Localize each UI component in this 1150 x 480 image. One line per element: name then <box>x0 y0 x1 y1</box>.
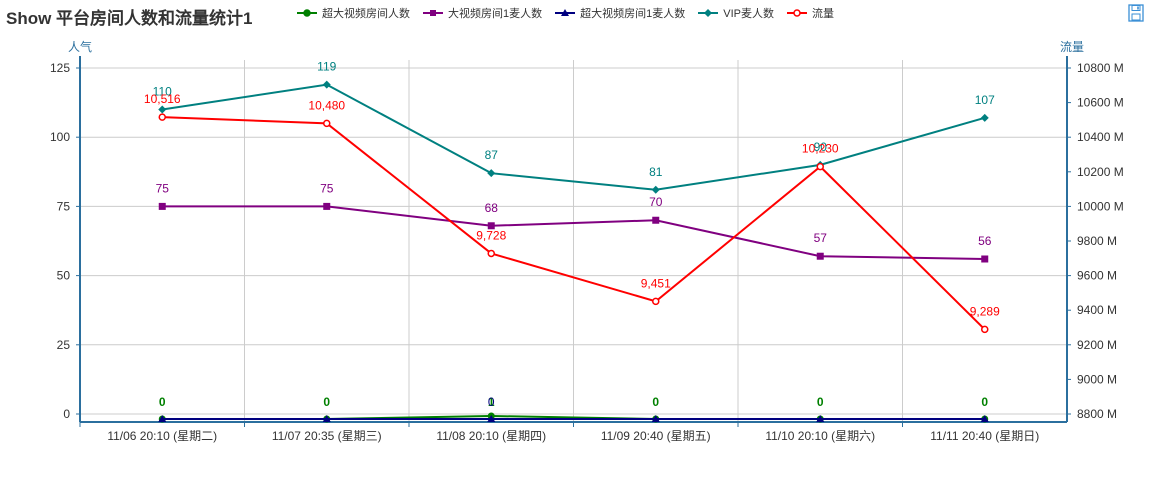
legend-label: 大视频房间1麦人数 <box>448 8 543 20</box>
left-tick-label: 100 <box>50 130 70 144</box>
left-tick-label: 0 <box>63 407 70 421</box>
data-point <box>322 80 331 89</box>
x-tick-label: 11/06 20:10 (星期二) <box>107 429 217 443</box>
data-label: 10,480 <box>308 98 345 112</box>
data-point <box>487 222 495 230</box>
legend-label: 流量 <box>811 8 834 20</box>
x-tick-label: 11/08 20:10 (星期四) <box>436 429 546 443</box>
data-label: 0 <box>817 395 824 409</box>
data-point <box>652 297 660 306</box>
left-tick-label: 50 <box>57 269 71 283</box>
data-point <box>322 415 331 422</box>
legend-label: 超大视频房间1麦人数 <box>580 8 686 20</box>
right-tick-label: 10000 M <box>1077 199 1124 213</box>
data-label: 68 <box>485 201 499 215</box>
data-point <box>816 415 825 422</box>
right-tick-label: 10600 M <box>1077 96 1124 110</box>
right-tick-label: 10400 M <box>1077 130 1124 144</box>
data-label: 87 <box>485 148 499 162</box>
data-point <box>651 415 660 422</box>
legend-label: 超大视频房间人数 <box>322 8 410 20</box>
legend-swatch <box>698 9 719 17</box>
floppy-disk-icon[interactable] <box>1128 4 1144 22</box>
data-label: 90 <box>814 140 828 154</box>
data-label: 110 <box>153 85 172 99</box>
data-label: 70 <box>649 195 663 209</box>
data-point <box>158 415 167 422</box>
data-label: 81 <box>649 165 663 179</box>
data-label: 107 <box>975 93 995 107</box>
data-label: 0 <box>981 395 988 409</box>
left-tick-label: 125 <box>50 61 70 75</box>
legend-item[interactable]: 流量 <box>786 5 834 21</box>
legend: 超大视频房间人数 大视频房间1麦人数 超大视频房间1麦人数 VIP麦人数 流量 <box>296 5 834 21</box>
data-label: 10,516 <box>144 92 181 106</box>
data-label: 75 <box>320 181 334 195</box>
data-label: 119 <box>317 60 336 74</box>
series-line <box>162 83 986 191</box>
left-tick-label: 75 <box>57 199 71 213</box>
data-label: 0 <box>488 395 495 409</box>
data-point <box>816 162 824 171</box>
data-label: 0 <box>159 395 166 409</box>
legend-swatch <box>555 9 576 16</box>
data-label: 0 <box>323 395 330 409</box>
data-label: 9,728 <box>476 228 506 242</box>
legend-swatch <box>297 9 317 17</box>
data-point <box>487 415 496 422</box>
legend-label: VIP麦人数 <box>723 8 774 20</box>
right-tick-label: 9000 M <box>1077 372 1117 386</box>
data-point <box>981 325 989 334</box>
right-tick-label: 9200 M <box>1077 338 1117 352</box>
right-tick-label: 9400 M <box>1077 303 1117 317</box>
data-point <box>487 249 495 258</box>
data-point <box>323 119 331 128</box>
data-label: 56 <box>978 234 992 248</box>
data-point <box>981 255 989 263</box>
right-tick-label: 9600 M <box>1077 269 1117 283</box>
right-axis-title: 流量 <box>1060 40 1084 54</box>
data-label: 75 <box>156 181 170 195</box>
series-line <box>162 116 986 331</box>
data-label: 9,451 <box>641 276 671 290</box>
data-point <box>158 113 166 121</box>
data-label: 0 <box>652 395 659 409</box>
legend-item[interactable]: VIP麦人数 <box>697 5 774 21</box>
data-label: 1 <box>488 395 495 409</box>
legend-item[interactable]: 超大视频房间1麦人数 <box>554 5 685 21</box>
legend-swatch <box>423 10 443 16</box>
data-point <box>651 185 660 194</box>
data-point <box>980 415 989 422</box>
right-tick-label: 10800 M <box>1077 61 1124 75</box>
x-tick-label: 11/10 20:10 (星期六) <box>765 429 875 443</box>
data-label: 57 <box>814 231 828 245</box>
left-axis-title: 人气 <box>68 39 92 54</box>
right-tick-label: 10200 M <box>1077 165 1124 179</box>
left-tick-label: 25 <box>57 338 71 352</box>
legend-item[interactable]: 大视频房间1麦人数 <box>422 5 542 21</box>
right-tick-label: 9800 M <box>1077 234 1117 248</box>
data-point <box>652 216 660 224</box>
data-point <box>323 202 331 210</box>
data-point <box>980 113 989 122</box>
x-tick-label: 11/11 20:40 (星期日) <box>930 429 1039 443</box>
chart-title: Show 平台房间人数和流量统计1 <box>6 9 253 28</box>
data-label: 9,289 <box>970 304 1000 318</box>
legend-item[interactable]: 超大视频房间人数 <box>296 5 410 21</box>
x-tick-label: 11/07 20:35 (星期三) <box>272 429 382 443</box>
data-point <box>158 202 166 210</box>
series-line <box>162 205 985 260</box>
data-point <box>816 252 824 260</box>
right-tick-label: 8800 M <box>1077 407 1117 421</box>
data-point <box>158 105 167 114</box>
legend-swatch <box>786 9 807 17</box>
x-tick-label: 11/09 20:40 (星期五) <box>601 429 711 443</box>
data-label: 10,230 <box>802 142 839 156</box>
data-point <box>487 169 496 178</box>
